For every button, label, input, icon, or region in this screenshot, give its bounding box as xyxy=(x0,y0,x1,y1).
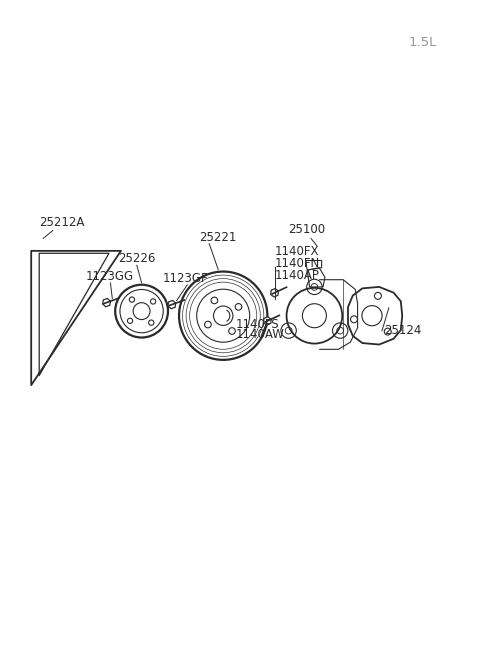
Polygon shape xyxy=(168,301,176,309)
Text: 25124: 25124 xyxy=(384,324,421,337)
Text: 25212A: 25212A xyxy=(39,216,85,229)
Polygon shape xyxy=(264,317,271,325)
Text: 1123GF: 1123GF xyxy=(162,272,208,285)
Polygon shape xyxy=(271,289,278,297)
Text: 1140AP: 1140AP xyxy=(275,269,319,282)
Text: 1140FS: 1140FS xyxy=(235,318,279,331)
Text: 1123GG: 1123GG xyxy=(85,270,133,283)
Text: 25100: 25100 xyxy=(288,223,325,236)
Text: 25226: 25226 xyxy=(118,252,156,265)
Text: 1140AW: 1140AW xyxy=(235,328,284,341)
Text: 1.5L: 1.5L xyxy=(408,36,437,49)
Text: 1140FX: 1140FX xyxy=(275,244,319,257)
Text: 1140FN: 1140FN xyxy=(275,257,320,270)
Polygon shape xyxy=(103,299,110,307)
Text: 25221: 25221 xyxy=(199,231,237,244)
